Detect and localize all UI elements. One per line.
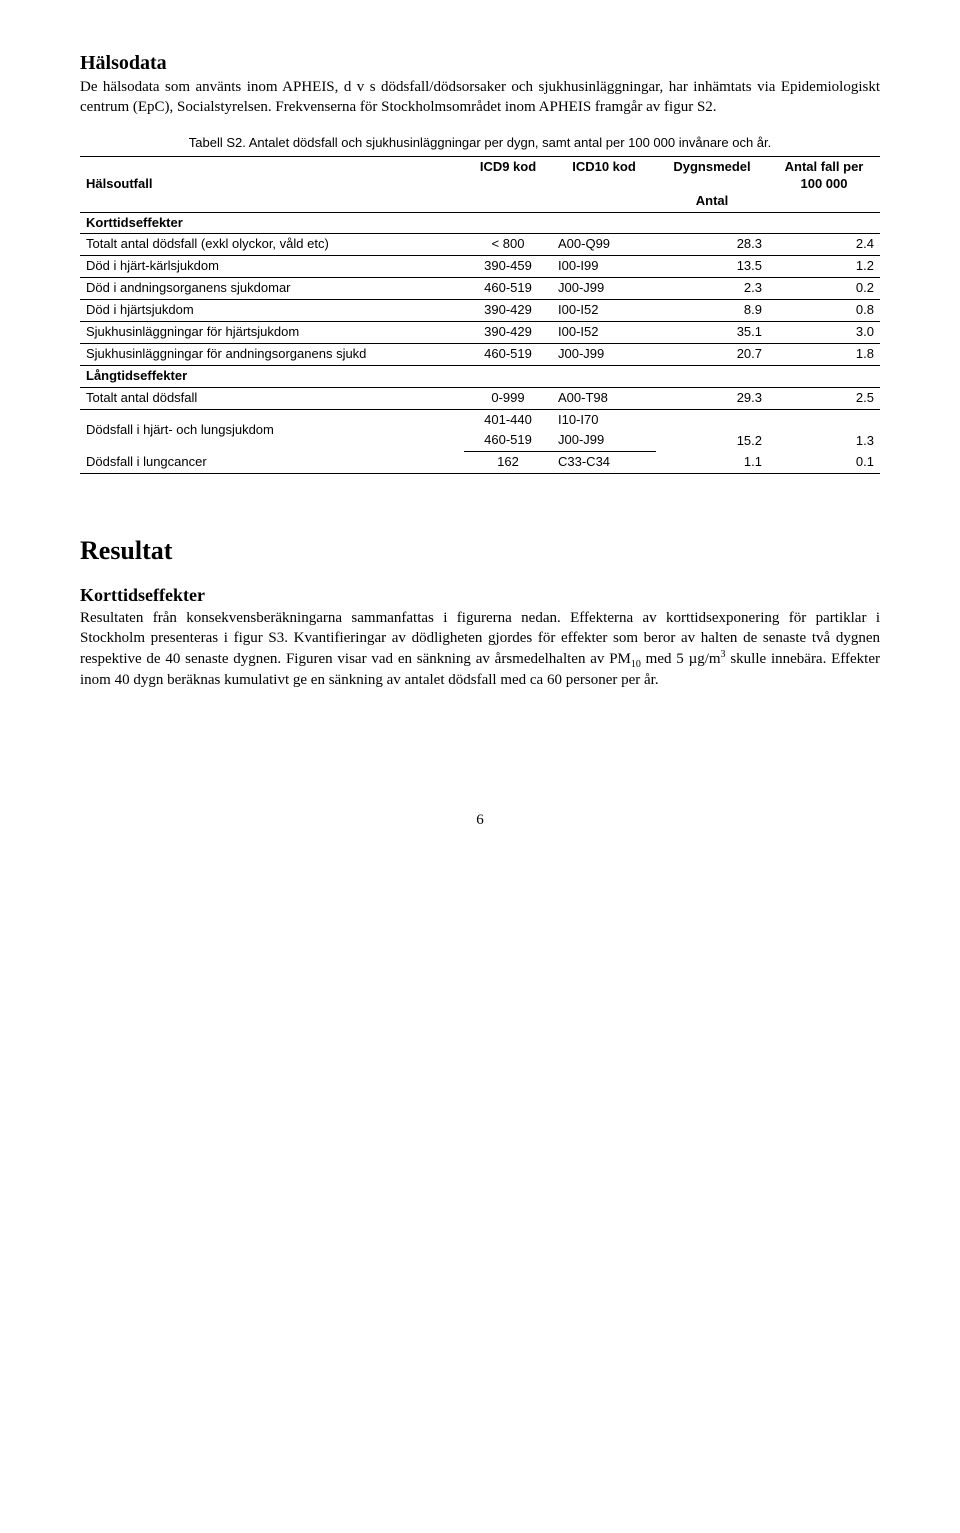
row-mean: 29.3 — [656, 387, 768, 409]
row-icd9: 460-519 — [464, 343, 552, 365]
row-label: Dödsfall i hjärt- och lungsjukdom — [80, 409, 464, 452]
row-per: 3.0 — [768, 322, 880, 344]
row-icd10: I00-I52 — [552, 300, 656, 322]
row-icd9: 401-440 — [464, 409, 552, 430]
row-icd9: 0-999 — [464, 387, 552, 409]
th-dygnsmedel: Dygnsmedel Antal — [656, 156, 768, 212]
row-icd10: I00-I99 — [552, 256, 656, 278]
row-per: 0.2 — [768, 278, 880, 300]
row-icd10: J00-J99 — [552, 343, 656, 365]
halsodata-paragraph: De hälsodata som använts inom APHEIS, d … — [80, 78, 880, 117]
row-label: Totalt antal dödsfall — [80, 387, 464, 409]
row-per: 1.8 — [768, 343, 880, 365]
row-icd9: 460-519 — [464, 430, 552, 451]
row-label: Dödsfall i lungcancer — [80, 452, 464, 474]
halsodata-heading: Hälsodata — [80, 50, 880, 76]
resultat-heading: Resultat — [80, 534, 880, 568]
row-per: 0.1 — [768, 452, 880, 474]
row-icd10: J00-J99 — [552, 278, 656, 300]
row-mean: 15.2 — [656, 409, 768, 452]
th-halsoutfall: Hälsoutfall — [80, 156, 464, 212]
row-per: 1.3 — [768, 409, 880, 452]
row-icd9: 162 — [464, 452, 552, 474]
page-number: 6 — [80, 811, 880, 831]
row-icd10: C33-C34 — [552, 452, 656, 474]
row-label: Död i hjärtsjukdom — [80, 300, 464, 322]
row-per: 2.4 — [768, 234, 880, 256]
th-icd10: ICD10 kod — [552, 156, 656, 212]
row-icd9: 390-429 — [464, 322, 552, 344]
row-label: Död i hjärt-kärlsjukdom — [80, 256, 464, 278]
row-label: Totalt antal dödsfall (exkl olyckor, vål… — [80, 234, 464, 256]
row-icd9: 460-519 — [464, 278, 552, 300]
row-label: Död i andningsorganens sjukdomar — [80, 278, 464, 300]
row-label: Sjukhusinläggningar för hjärtsjukdom — [80, 322, 464, 344]
row-mean: 13.5 — [656, 256, 768, 278]
row-icd9: < 800 — [464, 234, 552, 256]
th-antal-per: Antal fall per 100 000 — [768, 156, 880, 212]
row-label: Sjukhusinläggningar för andningsorganens… — [80, 343, 464, 365]
row-per: 0.8 — [768, 300, 880, 322]
halsoutfall-table: Hälsoutfall ICD9 kod ICD10 kod Dygnsmede… — [80, 156, 880, 474]
row-per: 1.2 — [768, 256, 880, 278]
row-mean: 8.9 — [656, 300, 768, 322]
row-mean: 28.3 — [656, 234, 768, 256]
row-icd10: A00-T98 — [552, 387, 656, 409]
group-korttid: Korttidseffekter — [80, 212, 880, 234]
table-caption: Tabell S2. Antalet dödsfall och sjukhusi… — [80, 135, 880, 152]
row-mean: 2.3 — [656, 278, 768, 300]
row-icd10: A00-Q99 — [552, 234, 656, 256]
row-mean: 20.7 — [656, 343, 768, 365]
group-langtid: Långtidseffekter — [80, 365, 880, 387]
row-mean: 35.1 — [656, 322, 768, 344]
row-icd10: I10-I70 — [552, 409, 656, 430]
row-mean: 1.1 — [656, 452, 768, 474]
korttid-subheading: Korttidseffekter — [80, 584, 880, 607]
row-icd10: I00-I52 — [552, 322, 656, 344]
row-icd9: 390-459 — [464, 256, 552, 278]
resultat-paragraph: Resultaten från konsekvensberäkningarna … — [80, 609, 880, 691]
row-icd10: J00-J99 — [552, 430, 656, 451]
th-icd9: ICD9 kod — [464, 156, 552, 212]
row-per: 2.5 — [768, 387, 880, 409]
row-icd9: 390-429 — [464, 300, 552, 322]
